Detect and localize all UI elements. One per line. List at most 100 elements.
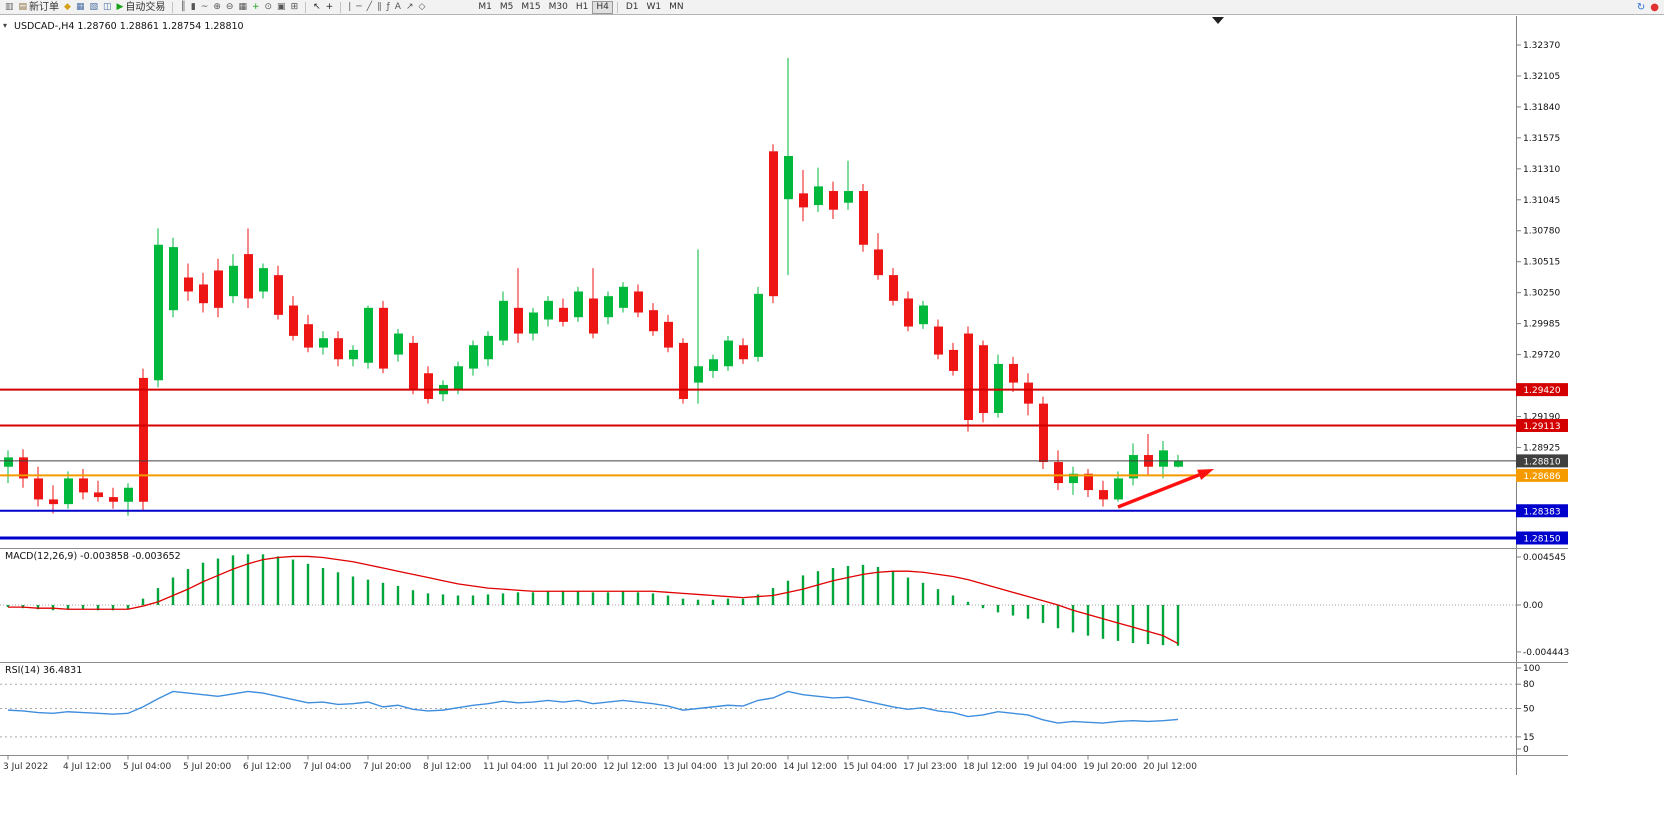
- grid-icon[interactable]: ▦: [236, 1, 249, 14]
- svg-text:1.29190: 1.29190: [1523, 412, 1560, 422]
- templates-icon: ▣: [277, 1, 286, 12]
- text-icon[interactable]: A: [393, 1, 403, 14]
- timeframe-h4[interactable]: H4: [592, 0, 613, 14]
- svg-text:1.30780: 1.30780: [1523, 227, 1560, 237]
- svg-text:8 Jul 12:00: 8 Jul 12:00: [423, 762, 472, 772]
- tile-windows-icon: ⊞: [290, 1, 299, 12]
- periods-icon: ⊙: [264, 1, 273, 12]
- arrows-icon[interactable]: ↗: [404, 1, 416, 14]
- zoom-out-icon[interactable]: ⊖: [224, 1, 236, 14]
- svg-text:1.32105: 1.32105: [1523, 72, 1560, 82]
- terminal-icon: ◫: [102, 1, 112, 12]
- svg-text:20 Jul 12:00: 20 Jul 12:00: [1143, 762, 1197, 772]
- data-window-icon[interactable]: ▦: [74, 1, 87, 14]
- timeframe-w1[interactable]: W1: [643, 1, 666, 14]
- grid-icon: ▦: [238, 1, 247, 12]
- svg-text:1.28383: 1.28383: [1523, 507, 1560, 517]
- sync-icon[interactable]: ↻: [1636, 1, 1646, 13]
- zoom-in-icon: ⊕: [213, 1, 221, 12]
- new-order-button[interactable]: ▤ 新订单: [17, 1, 62, 14]
- toolbar-separator: [340, 1, 342, 13]
- periods-icon[interactable]: ⊙: [263, 1, 275, 14]
- zoom-in-icon[interactable]: ⊕: [211, 1, 223, 14]
- alert-badge[interactable]: ●: [1650, 1, 1659, 13]
- navigator-icon[interactable]: ▧: [87, 1, 100, 14]
- terminal-icon[interactable]: ◫: [101, 1, 114, 14]
- indicators-icon[interactable]: +: [250, 1, 262, 14]
- svg-text:5 Jul 04:00: 5 Jul 04:00: [123, 762, 172, 772]
- chart-context-icon[interactable]: ▾: [3, 21, 8, 30]
- templates-icon[interactable]: ▣: [275, 1, 288, 14]
- svg-text:1.28150: 1.28150: [1523, 534, 1560, 544]
- timeframe-m1[interactable]: M1: [474, 1, 496, 14]
- crosshair-icon[interactable]: +: [324, 1, 336, 14]
- cursor-icon[interactable]: ↖: [311, 1, 323, 14]
- toolbar-separator: [305, 1, 307, 13]
- svg-text:1.31310: 1.31310: [1523, 165, 1560, 175]
- svg-text:1.28810: 1.28810: [1523, 457, 1560, 467]
- fibonacci-icon[interactable]: ƒ: [385, 1, 392, 14]
- svg-text:0.00: 0.00: [1523, 601, 1543, 611]
- toolbar-separator: [172, 1, 174, 13]
- navigator-icon: ▧: [89, 1, 98, 12]
- autotrade-button-label: 自动交易: [125, 1, 166, 13]
- time-axis[interactable]: 3 Jul 2022 4 Jul 12:00 5 Jul 04:00 5 Jul 20…: [3, 755, 1197, 773]
- channel-icon[interactable]: ∥: [375, 1, 384, 14]
- line-chart-icon: ~: [200, 1, 209, 12]
- trendline-icon[interactable]: ╱: [365, 1, 374, 14]
- macd-header: MACD(12,26,9) -0.003858 -0.003652: [5, 551, 181, 562]
- new-chart-icon: ▥: [5, 1, 14, 12]
- trend-arrow[interactable]: [1117, 469, 1214, 509]
- market-watch-icon[interactable]: ◆: [62, 1, 73, 14]
- svg-text:1.29113: 1.29113: [1523, 422, 1560, 432]
- svg-text:1.28686: 1.28686: [1523, 472, 1560, 482]
- timeframe-m15[interactable]: M15: [517, 1, 544, 14]
- channel-icon: ∥: [377, 1, 382, 12]
- svg-text:1.29985: 1.29985: [1523, 320, 1560, 330]
- tile-windows-icon[interactable]: ⊞: [289, 1, 301, 14]
- new-order-icon: ▤: [18, 1, 28, 12]
- timeframe-m30[interactable]: M30: [545, 1, 572, 14]
- chart-shift-marker[interactable]: [1212, 17, 1224, 24]
- svg-text:1.31840: 1.31840: [1523, 103, 1560, 113]
- svg-text:11 Jul 20:00: 11 Jul 20:00: [543, 762, 597, 772]
- crosshair-icon: +: [325, 1, 334, 12]
- timeframe-m5[interactable]: M5: [496, 1, 518, 14]
- svg-text:1.28925: 1.28925: [1523, 443, 1560, 453]
- shapes-icon[interactable]: ◇: [416, 1, 427, 14]
- line-chart-icon[interactable]: ~: [199, 1, 211, 14]
- svg-text:7 Jul 04:00: 7 Jul 04:00: [303, 762, 352, 772]
- svg-text:1.32370: 1.32370: [1523, 41, 1560, 51]
- candlestick-chart-icon[interactable]: ▮: [189, 1, 198, 14]
- svg-text:15 Jul 04:00: 15 Jul 04:00: [843, 762, 897, 772]
- svg-text:13 Jul 20:00: 13 Jul 20:00: [723, 762, 777, 772]
- svg-text:7 Jul 20:00: 7 Jul 20:00: [363, 762, 412, 772]
- horizontal-line-icon[interactable]: ─: [354, 1, 363, 14]
- price-axis[interactable]: 1.32370 1.32105 1.31840 1.31575 1.31310 1.310…: [1516, 41, 1568, 545]
- text-icon: A: [394, 1, 401, 12]
- horizontal-line-icon: ─: [356, 1, 362, 12]
- horizontal-level-lines[interactable]: [0, 388, 1516, 540]
- new-chart-icon[interactable]: ▥: [3, 1, 16, 14]
- svg-text:1.29420: 1.29420: [1523, 386, 1560, 396]
- svg-text:0: 0: [1523, 745, 1529, 755]
- bar-chart-icon: ║: [180, 1, 186, 12]
- timeframe-h1[interactable]: H1: [572, 1, 593, 14]
- svg-text:1.30515: 1.30515: [1523, 258, 1560, 268]
- svg-text:19 Jul 04:00: 19 Jul 04:00: [1023, 762, 1077, 772]
- toolbar-separator: [616, 1, 618, 13]
- svg-text:-0.004443: -0.004443: [1523, 648, 1569, 658]
- timeframe-mn[interactable]: MN: [665, 1, 688, 14]
- timeframe-d1[interactable]: D1: [622, 1, 643, 14]
- candles-layer: [4, 57, 1183, 516]
- trendline-icon: ╱: [366, 1, 373, 12]
- autotrade-button[interactable]: ▶ 自动交易: [115, 1, 168, 14]
- vertical-line-icon[interactable]: |: [346, 1, 353, 14]
- vertical-line-icon: |: [348, 1, 352, 12]
- bar-chart-icon[interactable]: ║: [178, 1, 187, 14]
- zoom-out-icon: ⊖: [225, 1, 234, 12]
- svg-text:17 Jul 23:00: 17 Jul 23:00: [903, 762, 957, 772]
- chart-frame: [0, 16, 1568, 775]
